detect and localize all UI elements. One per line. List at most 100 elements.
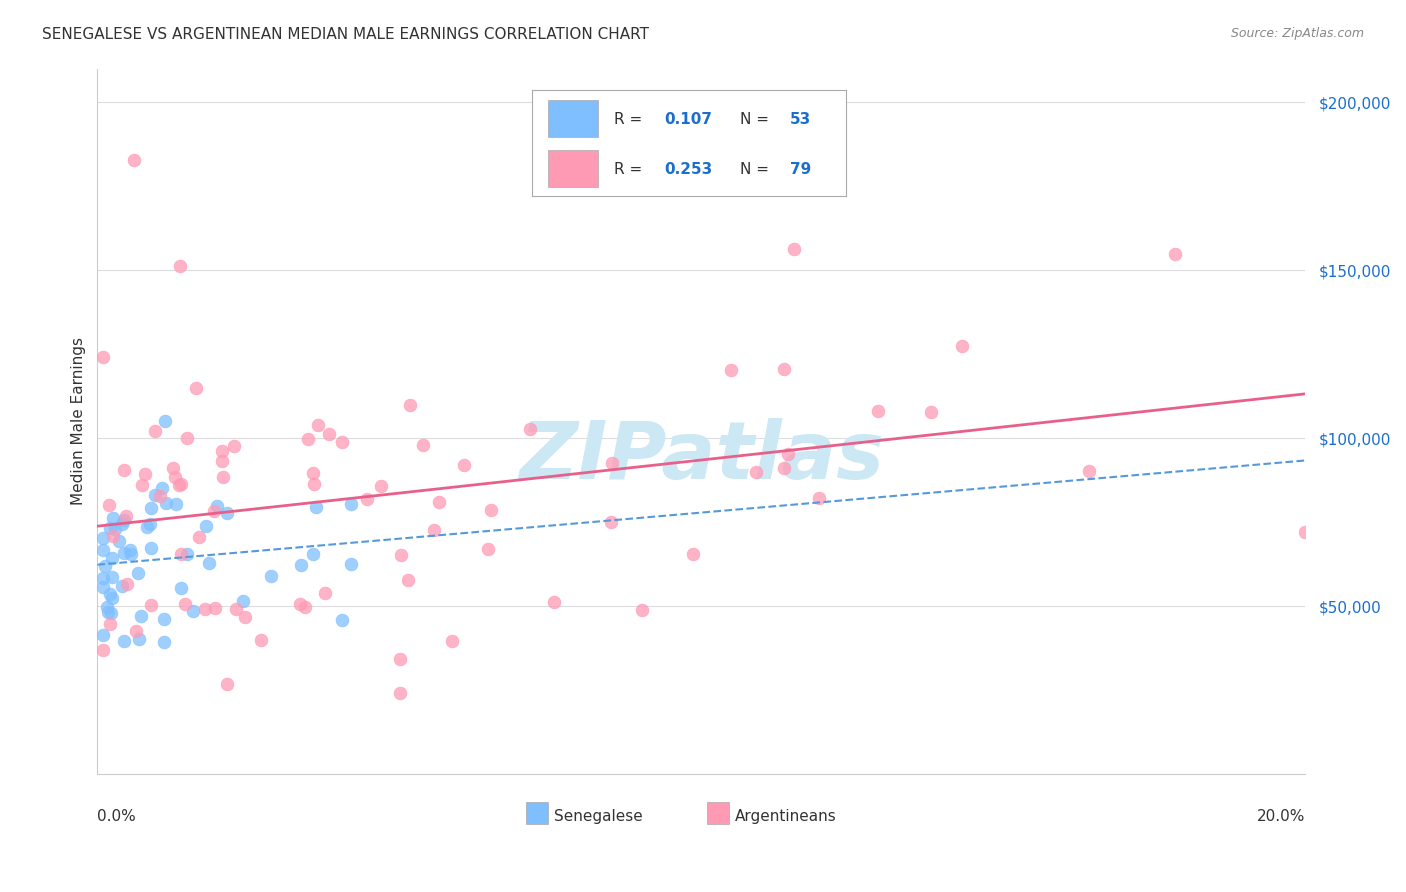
Point xyxy=(138,516,160,531)
Point xyxy=(202,504,225,518)
Point xyxy=(131,609,153,624)
Point xyxy=(370,479,392,493)
Point xyxy=(314,586,336,600)
Point xyxy=(101,550,124,565)
Point xyxy=(181,604,204,618)
Point xyxy=(290,597,312,611)
Point xyxy=(453,458,475,472)
Point xyxy=(307,417,329,432)
Point xyxy=(294,599,316,614)
Point xyxy=(260,568,283,582)
Point xyxy=(103,529,125,543)
Point xyxy=(97,498,120,512)
Point xyxy=(304,500,326,514)
Point xyxy=(745,465,768,479)
Bar xyxy=(707,803,730,823)
Point xyxy=(720,363,742,377)
Point xyxy=(170,581,193,595)
Point xyxy=(950,339,973,353)
Point xyxy=(920,405,942,419)
Y-axis label: Median Male Earnings: Median Male Earnings xyxy=(72,337,86,506)
Point xyxy=(141,501,163,516)
Point xyxy=(152,481,174,495)
Point xyxy=(388,652,411,666)
Point xyxy=(807,491,830,506)
Point xyxy=(1164,247,1187,261)
Point xyxy=(222,439,245,453)
Point xyxy=(120,547,142,561)
Point xyxy=(773,362,796,376)
Point xyxy=(155,496,177,510)
Point xyxy=(143,424,166,438)
Point xyxy=(93,571,115,585)
Point xyxy=(427,495,450,509)
Point xyxy=(212,470,235,484)
Point xyxy=(103,510,125,524)
Point xyxy=(194,601,217,615)
Point xyxy=(225,602,247,616)
Point xyxy=(115,576,138,591)
Point xyxy=(330,613,353,627)
Point xyxy=(112,513,135,527)
Point xyxy=(134,467,156,481)
Point xyxy=(217,677,239,691)
Point xyxy=(149,489,172,503)
Point xyxy=(112,546,135,560)
Point xyxy=(1077,464,1099,478)
Point xyxy=(479,503,502,517)
Point xyxy=(125,624,148,638)
Point xyxy=(94,559,117,574)
Point xyxy=(232,593,254,607)
Point xyxy=(98,587,121,601)
Point xyxy=(440,633,463,648)
Point xyxy=(339,557,361,571)
Point xyxy=(631,603,654,617)
Point xyxy=(100,606,122,620)
Point xyxy=(101,570,124,584)
Point xyxy=(176,431,198,445)
Point xyxy=(543,595,565,609)
Point xyxy=(215,506,238,520)
Text: ZIPatlas: ZIPatlas xyxy=(519,417,884,496)
Text: SENEGALESE VS ARGENTINEAN MEDIAN MALE EARNINGS CORRELATION CHART: SENEGALESE VS ARGENTINEAN MEDIAN MALE EA… xyxy=(42,27,650,42)
Point xyxy=(170,477,193,491)
Point xyxy=(162,461,184,475)
Text: 20.0%: 20.0% xyxy=(1257,809,1305,824)
Point xyxy=(599,145,621,160)
Point xyxy=(389,686,412,700)
Point xyxy=(108,533,131,548)
Point xyxy=(115,508,138,523)
Point xyxy=(187,530,209,544)
Point xyxy=(330,435,353,450)
Point xyxy=(152,635,174,649)
Point xyxy=(163,470,186,484)
Point xyxy=(93,350,115,364)
Point xyxy=(153,414,176,428)
Point xyxy=(169,478,191,492)
Point xyxy=(297,432,319,446)
Point xyxy=(169,259,191,273)
Point xyxy=(318,427,340,442)
Point xyxy=(131,478,153,492)
Point xyxy=(290,558,312,572)
Point xyxy=(97,605,120,619)
Point xyxy=(249,633,271,648)
Point xyxy=(198,556,221,570)
Point xyxy=(340,497,363,511)
Point xyxy=(128,632,150,647)
Point xyxy=(101,591,124,605)
Point xyxy=(773,460,796,475)
Point xyxy=(205,500,228,514)
Point xyxy=(120,543,142,558)
Point xyxy=(93,580,115,594)
Point xyxy=(868,404,890,418)
Point xyxy=(519,422,541,436)
Text: 0.0%: 0.0% xyxy=(97,809,136,824)
Point xyxy=(396,573,419,587)
Point xyxy=(93,543,115,558)
Text: Argentineans: Argentineans xyxy=(735,809,837,824)
Point xyxy=(122,153,145,167)
Point xyxy=(423,523,446,537)
Point xyxy=(302,466,325,480)
Point xyxy=(165,497,187,511)
